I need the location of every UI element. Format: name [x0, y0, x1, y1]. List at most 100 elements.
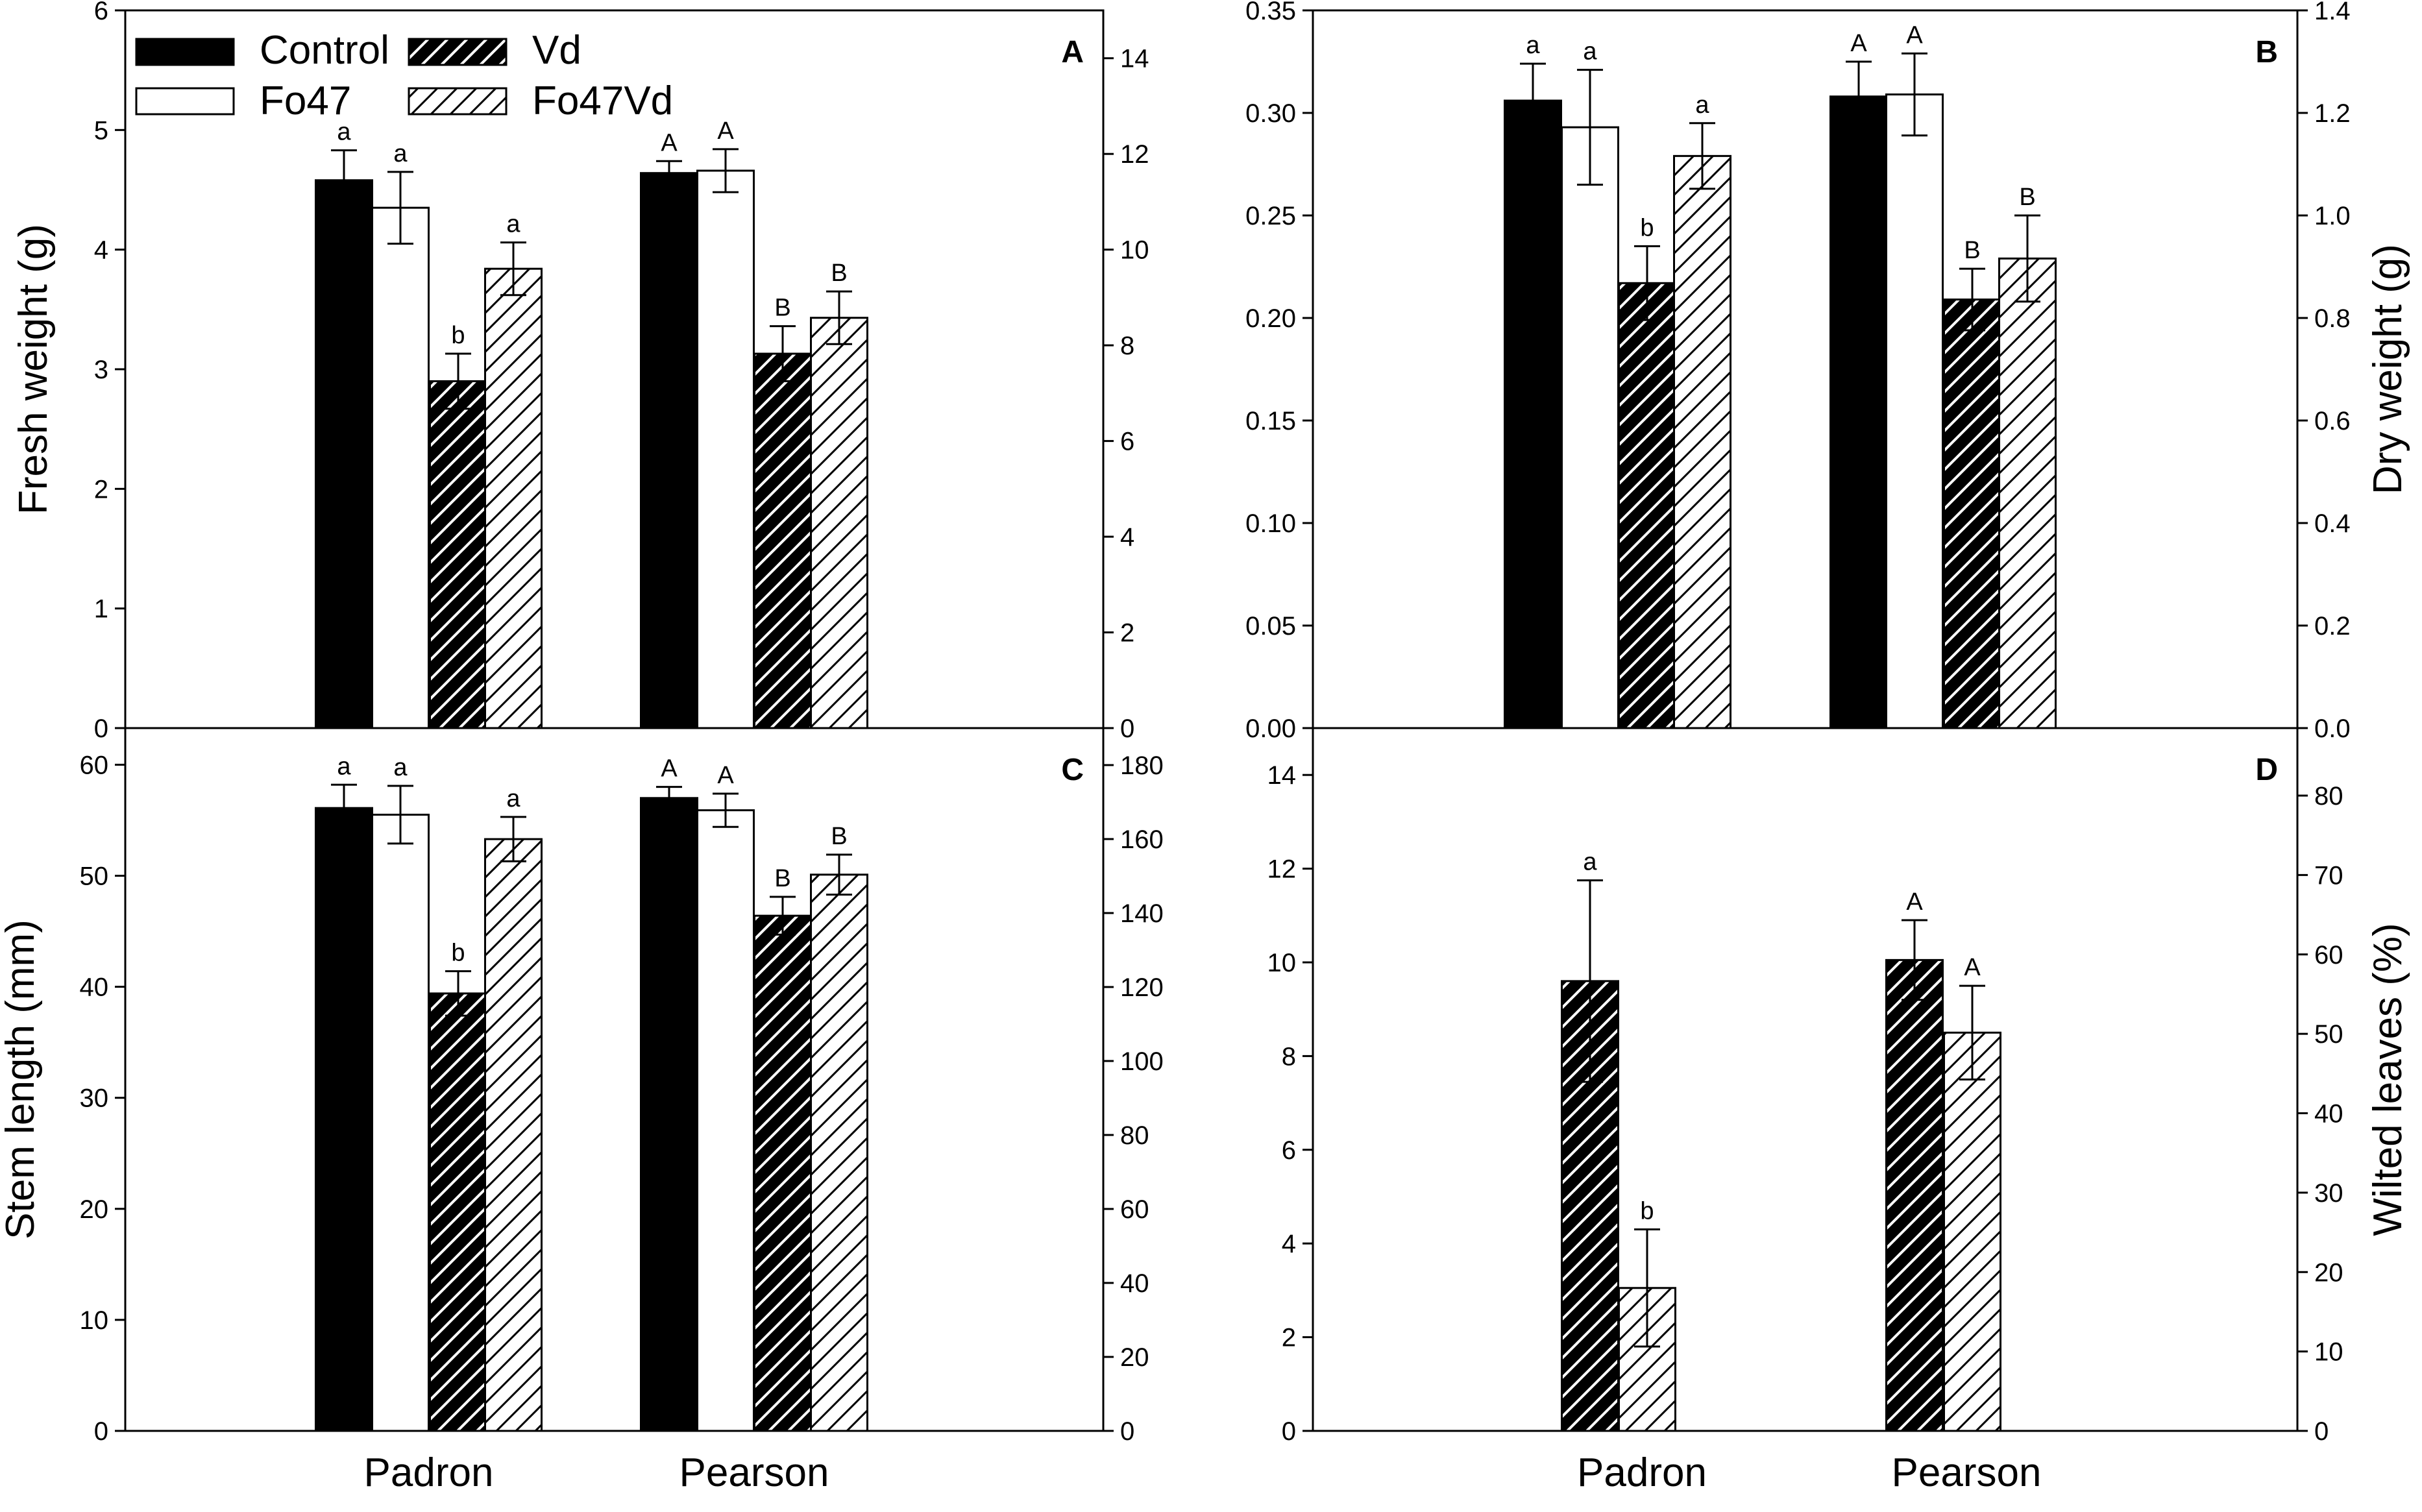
significance-label: A: [1850, 30, 1867, 57]
y-tick-label: 6: [94, 0, 108, 25]
y-tick-label: 8: [1282, 1042, 1296, 1071]
y-tick-label: 20: [80, 1195, 109, 1224]
right-y-tick-label: 1.4: [2314, 0, 2351, 25]
panel-b: 0.00 0.05 0.10 0.15 0.20 0.25 0.30 0.35 0.0 0.2 0.…: [1245, 0, 2410, 743]
significance-label: B: [774, 295, 790, 322]
y-axis-title: Stem length (mm): [0, 920, 43, 1239]
right-y-tick-label: 0: [1120, 1417, 1134, 1446]
legend-label: Control: [260, 28, 389, 73]
y-tick-label: 2: [1282, 1324, 1296, 1352]
legend-label: Fo47: [260, 79, 351, 123]
significance-label: a: [506, 785, 520, 812]
panel-letter: B: [2255, 35, 2278, 69]
right-y-tick-label: 140: [1120, 899, 1164, 928]
significance-label: B: [774, 865, 790, 892]
legend: Control Vd Fo47 Fo47Vd: [135, 28, 673, 123]
right-y-tick-label: 0.6: [2314, 407, 2351, 435]
significance-label: a: [393, 754, 408, 781]
significance-label: A: [1906, 888, 1923, 916]
bar-vd-padron: [429, 380, 487, 729]
bar-fo47-pearson: [696, 169, 755, 729]
right-y-tick-label: 40: [2314, 1100, 2343, 1128]
significance-label: a: [506, 211, 520, 238]
y-tick-label: 2: [94, 475, 108, 504]
bar-fo47-pearson: [696, 809, 755, 1432]
y-tick-label: 0.30: [1245, 99, 1296, 128]
y-tick-label: 0.20: [1245, 304, 1296, 333]
significance-label: A: [717, 117, 734, 145]
bar-fo47vd-padron: [1673, 154, 1731, 729]
significance-label: B: [831, 823, 847, 850]
right-y-tick-label: 60: [2314, 941, 2343, 969]
right-y-tick-label: 1.2: [2314, 99, 2351, 128]
significance-label: a: [393, 140, 408, 167]
right-y-tick-label: 20: [2314, 1258, 2343, 1287]
bar-control-pearson: [640, 797, 698, 1432]
legend-entry-vd: Vd: [408, 28, 581, 73]
bar-vd-pearson: [1943, 299, 2001, 729]
y-tick-label: 0.25: [1245, 202, 1296, 230]
category-label-padron: Padron: [1577, 1450, 1707, 1495]
legend-swatch: [135, 38, 235, 66]
right-y-tick-label: 60: [1120, 1195, 1149, 1224]
plot-frame: [1312, 727, 2299, 1432]
significance-label: b: [451, 940, 465, 967]
right-y-tick-label: 120: [1120, 973, 1164, 1002]
right-y-tick-label: 70: [2314, 861, 2343, 890]
bar-fo47vd-pearson: [1943, 1031, 2001, 1432]
significance-label: A: [661, 755, 678, 783]
bar-control-pearson: [1829, 95, 1888, 729]
bar-control-padron: [315, 807, 373, 1432]
bar-vd-padron: [1618, 282, 1676, 729]
right-y-tick-label: 2: [1120, 619, 1134, 648]
panel-letter: D: [2255, 753, 2278, 787]
bar-fo47vd-padron: [484, 838, 543, 1432]
legend-entry-fo47: Fo47: [135, 79, 351, 123]
right-y-tick-label: 180: [1120, 751, 1164, 780]
y-axis-title: Wilted leaves (%): [2366, 923, 2410, 1236]
panel-letter: C: [1061, 753, 1084, 787]
y-tick-label: 12: [1267, 855, 1297, 884]
right-y-tick-label: 80: [2314, 782, 2343, 811]
right-y-tick-label: 50: [2314, 1020, 2343, 1049]
right-y-tick-label: 160: [1120, 825, 1164, 854]
right-y-tick-label: 80: [1120, 1121, 1149, 1150]
right-y-tick-label: 0.2: [2314, 612, 2351, 640]
significance-label: a: [1526, 32, 1540, 59]
significance-label: a: [1583, 38, 1597, 66]
bar-fo47vd-padron: [484, 267, 543, 729]
right-y-tick-label: 0.0: [2314, 714, 2351, 743]
bar-fo47vd-pearson: [810, 873, 868, 1432]
bar-fo47-padron: [371, 813, 430, 1432]
significance-label: B: [831, 260, 847, 287]
right-y-tick-label: 0: [2314, 1417, 2329, 1446]
y-tick-label: 4: [94, 236, 108, 265]
y-tick-label: 0: [94, 1417, 108, 1446]
significance-label: A: [661, 129, 678, 156]
bar-control-pearson: [640, 172, 698, 729]
y-tick-label: 0.10: [1245, 509, 1296, 538]
y-tick-label: 6: [1282, 1136, 1296, 1165]
right-y-tick-label: 30: [2314, 1179, 2343, 1208]
panel-d: 0 2 4 6 8 10 12 14 0 10 20 30 40 50 60 70 80 Wilted leave…: [1267, 727, 2410, 1495]
y-tick-label: 4: [1282, 1230, 1296, 1258]
y-tick-label: 30: [80, 1084, 109, 1113]
y-tick-label: 0: [1282, 1417, 1296, 1446]
category-label-pearson: Pearson: [679, 1450, 829, 1495]
significance-label: a: [337, 753, 351, 780]
significance-label: B: [1964, 237, 1980, 264]
panel-c: 0 10 20 30 40 50 60 0 20 40 60 80 100 120 140 160 180 Ste…: [0, 727, 1164, 1495]
y-tick-label: 50: [80, 862, 109, 891]
category-label-pearson: Pearson: [1892, 1450, 2042, 1495]
bar-vd-pearson: [753, 914, 812, 1432]
significance-label: A: [1964, 954, 1981, 981]
plot-frame: [1312, 9, 2299, 729]
legend-label: Vd: [532, 28, 581, 73]
category-label-padron: Padron: [364, 1450, 494, 1495]
bar-vd-pearson: [753, 352, 812, 729]
bar-fo47vd-pearson: [1998, 257, 2057, 729]
legend-swatch: [408, 38, 508, 66]
legend-entry-fo47vd: Fo47Vd: [408, 79, 673, 123]
